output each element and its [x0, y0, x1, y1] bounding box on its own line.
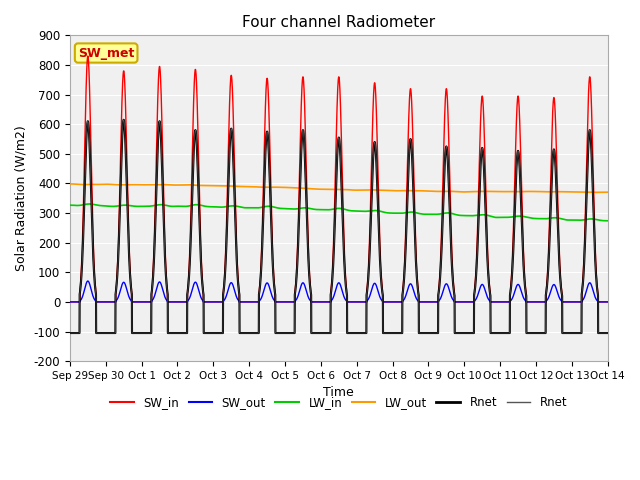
- Text: SW_met: SW_met: [78, 47, 134, 60]
- Title: Four channel Radiometer: Four channel Radiometer: [242, 15, 435, 30]
- X-axis label: Time: Time: [323, 386, 354, 399]
- Y-axis label: Solar Radiation (W/m2): Solar Radiation (W/m2): [15, 125, 28, 271]
- Legend: SW_in, SW_out, LW_in, LW_out, Rnet, Rnet: SW_in, SW_out, LW_in, LW_out, Rnet, Rnet: [106, 392, 572, 414]
